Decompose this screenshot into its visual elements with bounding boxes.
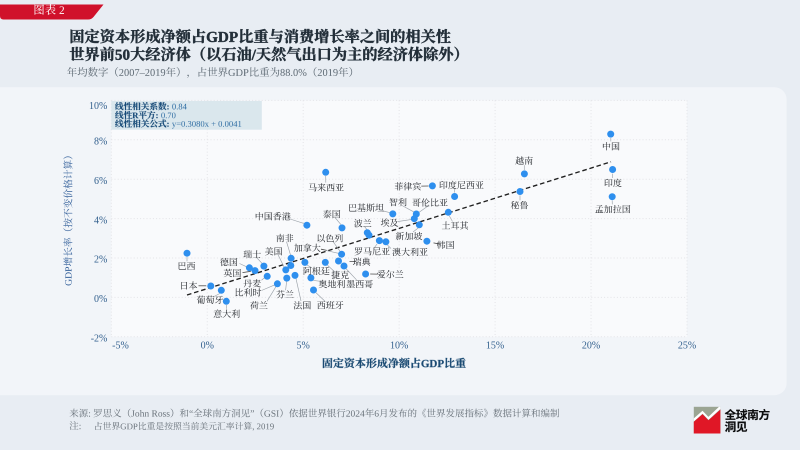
svg-text:20%: 20%: [582, 340, 600, 351]
svg-text:8%: 8%: [94, 137, 107, 148]
svg-text:2%: 2%: [94, 255, 107, 266]
svg-text:5%: 5%: [297, 340, 310, 351]
svg-text:4%: 4%: [94, 215, 107, 226]
svg-text:10%: 10%: [89, 101, 107, 112]
svg-text:10%: 10%: [390, 340, 408, 351]
svg-text:-2%: -2%: [91, 334, 108, 345]
svg-text:25%: 25%: [678, 340, 696, 351]
svg-text:6%: 6%: [94, 176, 107, 187]
svg-text:0%: 0%: [94, 294, 107, 305]
svg-text:15%: 15%: [486, 340, 504, 351]
svg-text:-5%: -5%: [112, 340, 129, 351]
svg-text:0%: 0%: [201, 340, 214, 351]
